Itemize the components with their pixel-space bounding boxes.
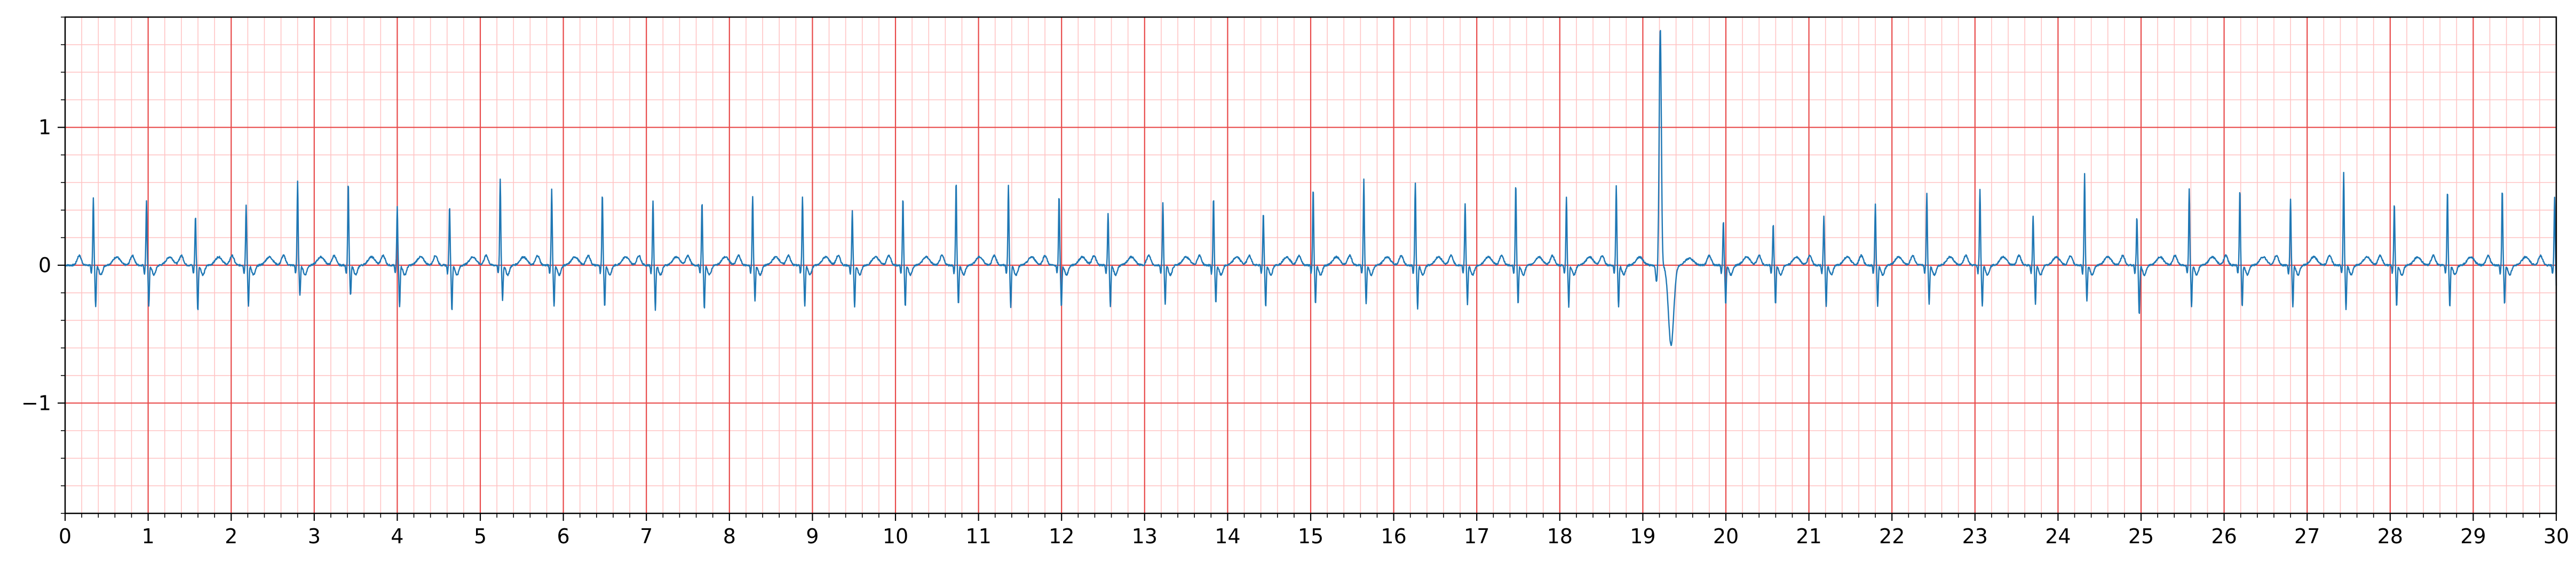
x-tick-label: 17 (1464, 525, 1489, 548)
x-tick-label: 0 (59, 525, 72, 548)
x-tick-label: 19 (1630, 525, 1655, 548)
x-tick-label: 16 (1381, 525, 1406, 548)
y-tick-label: 1 (38, 116, 51, 139)
x-tick-label: 5 (474, 525, 487, 548)
x-tick-label: 15 (1298, 525, 1323, 548)
x-tick-label: 1 (142, 525, 155, 548)
x-tick-label: 6 (557, 525, 570, 548)
series-layer (65, 30, 2557, 346)
y-axis: 1 0 −1 (21, 17, 65, 514)
x-tick-label: 29 (2460, 525, 2486, 548)
x-tick-label: 8 (723, 525, 736, 548)
x-tick-label: 30 (2543, 525, 2569, 548)
x-tick-label: 4 (391, 525, 403, 548)
x-tick-label: 28 (2377, 525, 2403, 548)
x-tick-label: 18 (1547, 525, 1573, 548)
x-tick-label: 14 (1215, 525, 1240, 548)
x-tick-label: 24 (2045, 525, 2071, 548)
x-tick-label: 22 (1879, 525, 1905, 548)
x-tick-label: 23 (1962, 525, 1988, 548)
x-tick-label: 21 (1796, 525, 1821, 548)
ecg-trace (65, 30, 2557, 346)
x-tick-label: 12 (1049, 525, 1074, 548)
x-tick-label: 2 (225, 525, 237, 548)
x-tick-label: 7 (640, 525, 653, 548)
x-tick-label: 9 (806, 525, 819, 548)
x-tick-label: 11 (965, 525, 991, 548)
x-tick-label: 3 (308, 525, 321, 548)
x-axis: 0 1 2 3 4 5 6 7 8 9 10 11 12 13 14 15 16 17 18 19 20 21 22 23 24… (59, 513, 2569, 548)
x-tick-label: 10 (883, 525, 908, 548)
y-tick-label: −1 (21, 391, 51, 415)
x-tick-label: 20 (1713, 525, 1739, 548)
y-tick-label: 0 (38, 253, 51, 277)
x-tick-label: 13 (1132, 525, 1158, 548)
x-tick-label: 25 (2128, 525, 2154, 548)
x-tick-label: 27 (2294, 525, 2320, 548)
x-tick-label: 26 (2211, 525, 2237, 548)
